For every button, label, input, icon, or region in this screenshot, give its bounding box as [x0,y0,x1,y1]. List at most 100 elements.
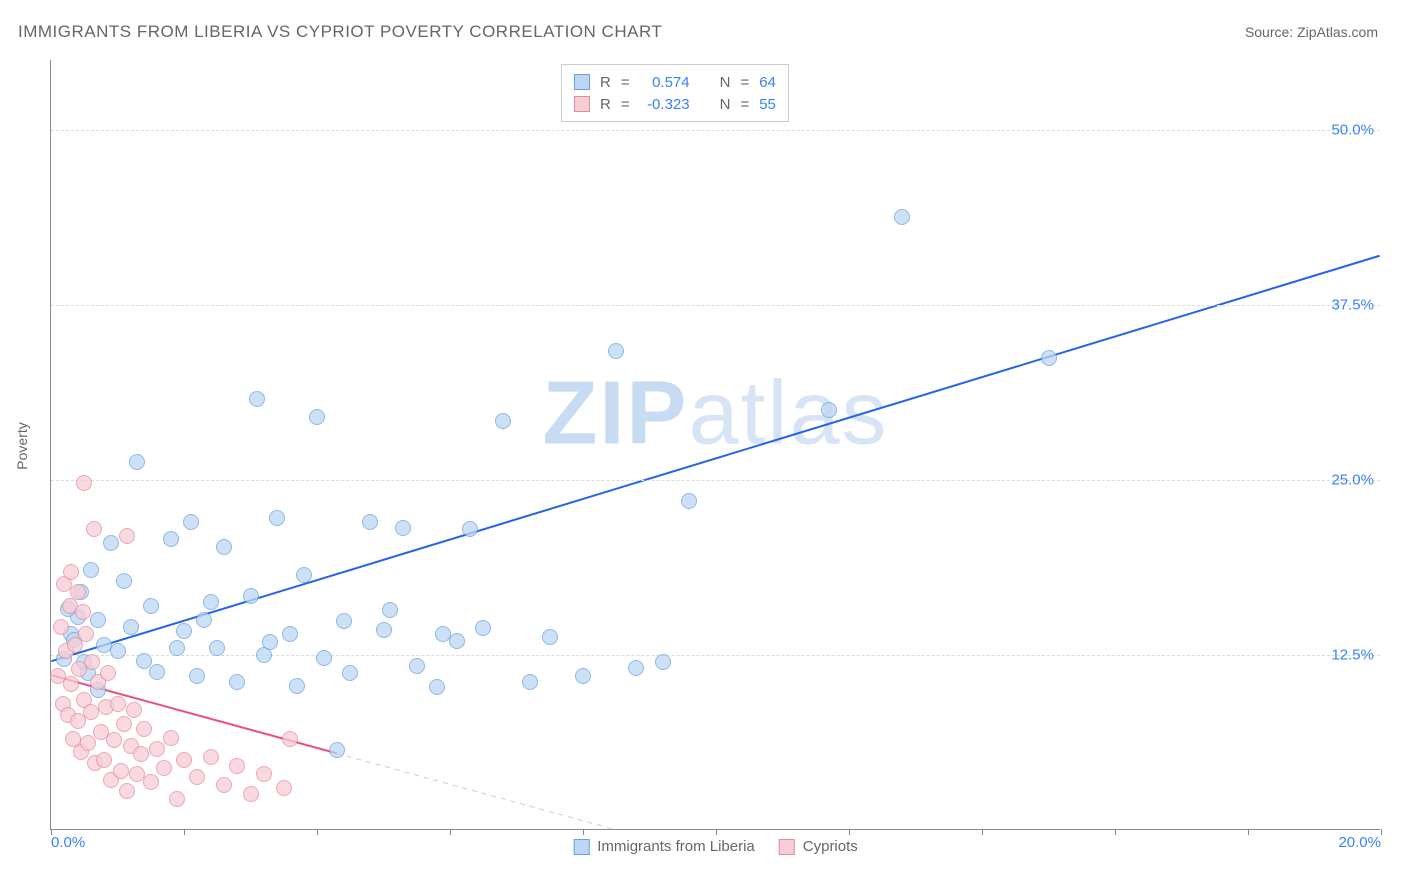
data-point-cypriots [136,721,152,737]
data-point-liberia [608,343,624,359]
data-point-liberia [163,531,179,547]
data-point-cypriots [243,786,259,802]
gridline [51,305,1380,306]
x-tick [982,829,983,835]
legend-row-liberia: R = 0.574 N = 64 [574,71,776,93]
data-point-cypriots [63,564,79,580]
y-tick-label: 12.5% [1331,647,1374,664]
data-point-cypriots [100,665,116,681]
data-point-liberia [209,640,225,656]
data-point-cypriots [133,746,149,762]
r-label: R [600,74,611,91]
data-point-liberia [262,634,278,650]
data-point-cypriots [276,780,292,796]
data-point-liberia [628,660,644,676]
data-point-cypriots [126,702,142,718]
data-point-cypriots [63,676,79,692]
data-point-liberia [229,674,245,690]
data-point-liberia [316,650,332,666]
eq: = [740,74,749,91]
data-point-cypriots [86,521,102,537]
n-label: N [720,96,731,113]
x-tick [450,829,451,835]
y-tick-label: 50.0% [1331,122,1374,139]
swatch-cypriots [574,96,590,112]
data-point-liberia [575,668,591,684]
swatch-liberia-icon [573,839,589,855]
data-point-cypriots [76,475,92,491]
data-point-liberia [382,602,398,618]
data-point-cypriots [203,749,219,765]
data-point-cypriots [143,774,159,790]
data-point-liberia [329,742,345,758]
x-tick-label: 0.0% [51,834,85,851]
data-point-liberia [655,654,671,670]
data-point-liberia [169,640,185,656]
x-tick [583,829,584,835]
chart-title: IMMIGRANTS FROM LIBERIA VS CYPRIOT POVER… [18,22,662,42]
data-point-cypriots [282,731,298,747]
legend-label-liberia: Immigrants from Liberia [597,838,755,855]
data-point-liberia [296,567,312,583]
data-point-cypriots [75,604,91,620]
watermark-bold: ZIP [542,363,688,463]
eq: = [621,74,630,91]
data-point-liberia [110,643,126,659]
eq: = [621,96,630,113]
data-point-cypriots [113,763,129,779]
data-point-cypriots [216,777,232,793]
data-point-cypriots [149,741,165,757]
data-point-cypriots [163,730,179,746]
data-point-liberia [342,665,358,681]
data-point-cypriots [156,760,172,776]
data-point-cypriots [189,769,205,785]
legend-row-cypriots: R = -0.323 N = 55 [574,93,776,115]
data-point-liberia [289,678,305,694]
swatch-cypriots-icon [779,839,795,855]
data-point-liberia [435,626,451,642]
data-point-liberia [269,510,285,526]
legend-item-cypriots: Cypriots [779,838,858,855]
source-name: ZipAtlas.com [1297,24,1378,40]
data-point-liberia [462,521,478,537]
chart-plot-area: ZIPatlas R = 0.574 N = 64 R = -0.323 N =… [50,60,1380,830]
data-point-liberia [309,409,325,425]
data-point-liberia [136,653,152,669]
x-tick [1248,829,1249,835]
data-point-liberia [103,535,119,551]
data-point-cypriots [110,696,126,712]
legend-item-liberia: Immigrants from Liberia [573,838,755,855]
r-label: R [600,96,611,113]
data-point-cypriots [119,528,135,544]
data-point-cypriots [80,735,96,751]
data-point-cypriots [229,758,245,774]
data-point-liberia [176,623,192,639]
data-point-liberia [475,620,491,636]
gridline [51,130,1380,131]
data-point-liberia [376,622,392,638]
x-tick [184,829,185,835]
x-tick-label: 20.0% [1338,834,1381,851]
r-value-liberia: 0.574 [640,74,690,91]
data-point-liberia [129,454,145,470]
data-point-liberia [189,668,205,684]
source-prefix: Source: [1245,24,1297,40]
data-point-liberia [123,619,139,635]
trend-lines-svg [51,60,1380,829]
n-label: N [720,74,731,91]
data-point-liberia [282,626,298,642]
x-tick [1115,829,1116,835]
data-point-liberia [183,514,199,530]
source-attribution: Source: ZipAtlas.com [1245,24,1378,40]
watermark: ZIPatlas [542,362,888,465]
data-point-cypriots [106,732,122,748]
data-point-liberia [522,674,538,690]
data-point-liberia [894,209,910,225]
data-point-cypriots [70,584,86,600]
data-point-liberia [216,539,232,555]
gridline [51,655,1380,656]
data-point-liberia [149,664,165,680]
data-point-liberia [409,658,425,674]
data-point-liberia [83,562,99,578]
data-point-liberia [429,679,445,695]
